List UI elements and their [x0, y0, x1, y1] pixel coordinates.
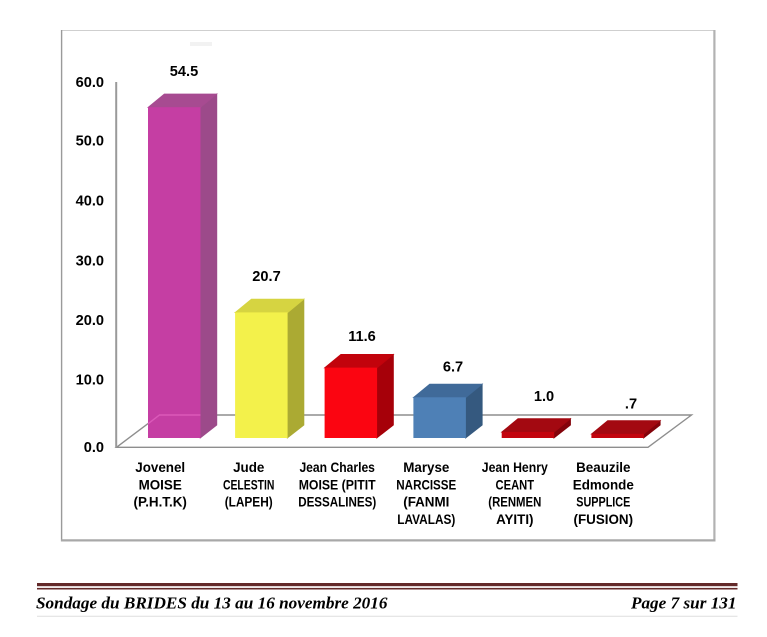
svg-text:Edmonde: Edmonde	[573, 477, 634, 492]
svg-text:MOISE: MOISE	[139, 477, 182, 492]
svg-text:11.6: 11.6	[348, 329, 376, 345]
svg-text:NARCISSE: NARCISSE	[396, 477, 456, 492]
svg-text:Jean Henry: Jean Henry	[482, 460, 548, 475]
svg-text:20.7: 20.7	[252, 269, 280, 285]
svg-text:MOISE (PITIT: MOISE (PITIT	[299, 477, 377, 492]
svg-text:(FANMI: (FANMI	[403, 495, 449, 510]
svg-text:10.0: 10.0	[76, 373, 104, 389]
svg-text:CEANT: CEANT	[496, 477, 535, 492]
svg-text:6.7: 6.7	[443, 360, 463, 376]
svg-text:Jude: Jude	[233, 460, 264, 475]
svg-text:40.0: 40.0	[76, 194, 104, 210]
svg-text:50.0: 50.0	[76, 134, 104, 150]
svg-text:Maryse: Maryse	[403, 460, 449, 475]
svg-text:LAVALAS): LAVALAS)	[397, 512, 455, 527]
svg-text:60.0: 60.0	[76, 75, 104, 91]
svg-text:54.5: 54.5	[170, 64, 198, 80]
svg-text:1.0: 1.0	[534, 389, 554, 405]
svg-text:(RENMEN: (RENMEN	[488, 495, 541, 510]
svg-text:DESSALINES): DESSALINES)	[298, 495, 376, 510]
svg-text:0.0: 0.0	[84, 440, 104, 456]
svg-text:AYITI): AYITI)	[496, 512, 533, 527]
svg-text:Jean Charles: Jean Charles	[299, 460, 375, 475]
svg-text:(FUSION): (FUSION)	[574, 512, 634, 527]
svg-text:CELESTIN: CELESTIN	[223, 477, 275, 492]
svg-text:20.0: 20.0	[76, 313, 104, 329]
svg-text:.7: .7	[625, 397, 637, 413]
svg-text:30.0: 30.0	[76, 254, 104, 270]
svg-text:(P.H.T.K): (P.H.T.K)	[134, 495, 187, 510]
svg-text:(LAPEH): (LAPEH)	[225, 495, 273, 510]
svg-text:Page 7 sur 131: Page 7 sur 131	[630, 594, 737, 613]
svg-text:SUPPLICE: SUPPLICE	[576, 495, 630, 510]
svg-text:Beauzile: Beauzile	[576, 460, 630, 475]
svg-text:Sondage du BRIDES du 13 au 16: Sondage du BRIDES du 13 au 16 novembre 2…	[36, 594, 388, 613]
svg-text:Jovenel: Jovenel	[135, 460, 185, 475]
